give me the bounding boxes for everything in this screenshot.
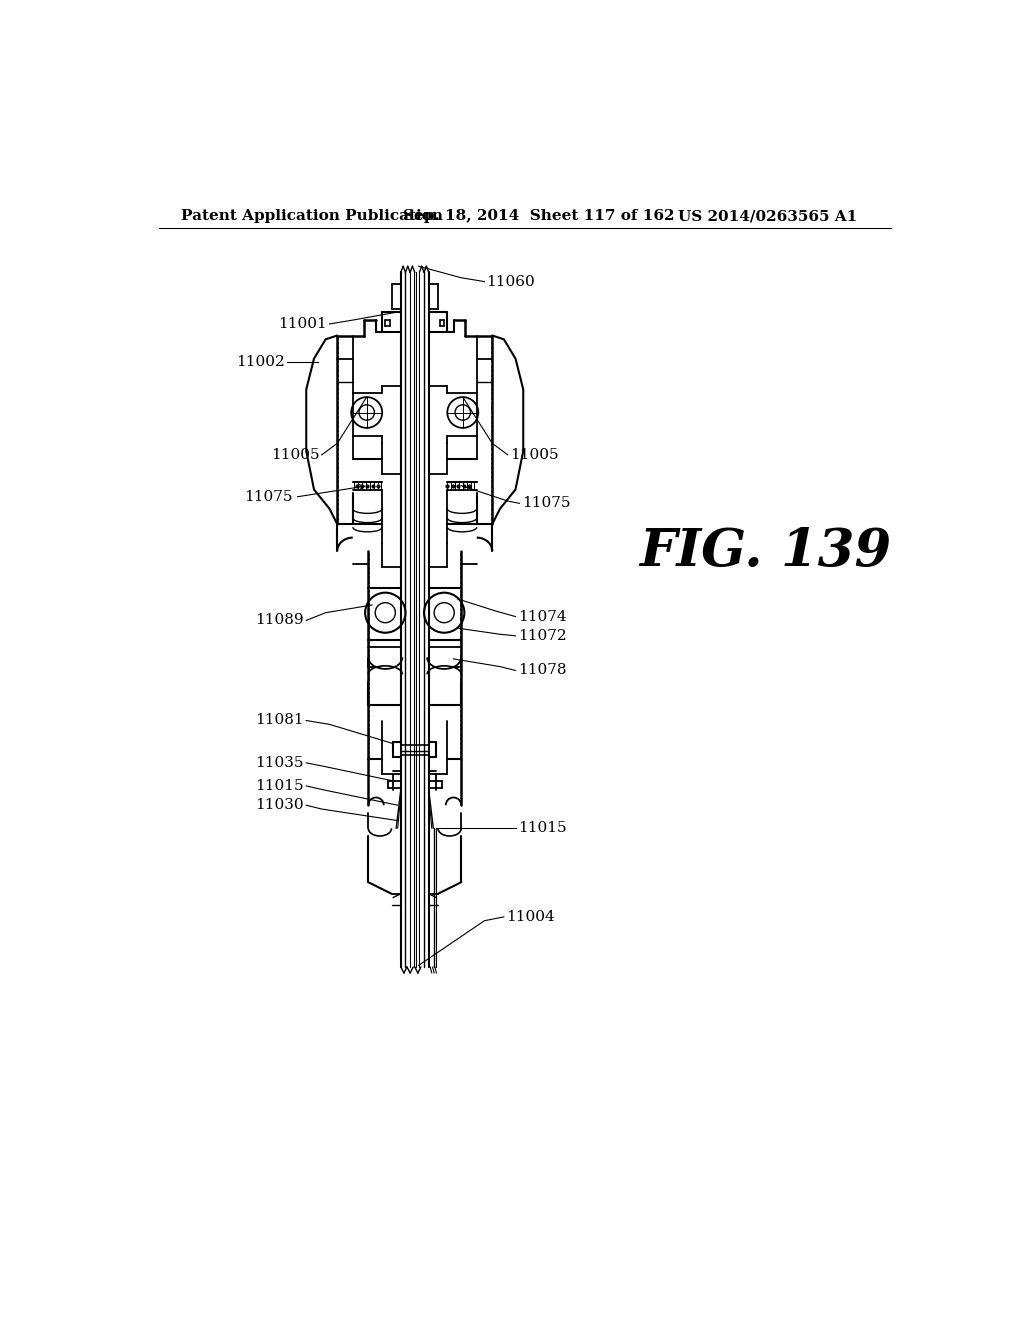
- Text: 11004: 11004: [506, 909, 555, 924]
- Text: 11060: 11060: [486, 275, 535, 289]
- Text: 11074: 11074: [518, 610, 566, 623]
- Text: 11015: 11015: [255, 779, 304, 793]
- Text: Sep. 18, 2014  Sheet 117 of 162: Sep. 18, 2014 Sheet 117 of 162: [403, 209, 675, 223]
- Text: 11002: 11002: [236, 355, 285, 370]
- Text: 11075: 11075: [521, 496, 570, 511]
- Text: 11078: 11078: [518, 664, 566, 677]
- Text: 11075: 11075: [244, 490, 292, 504]
- Text: 11005: 11005: [510, 447, 559, 462]
- Text: 11081: 11081: [255, 714, 304, 727]
- Text: US 2014/0263565 A1: US 2014/0263565 A1: [678, 209, 857, 223]
- Text: 11089: 11089: [255, 614, 304, 627]
- Text: FIG. 139: FIG. 139: [640, 525, 892, 577]
- Text: 11035: 11035: [255, 756, 304, 770]
- Text: 11030: 11030: [255, 799, 304, 812]
- Text: 11072: 11072: [518, 628, 566, 643]
- Text: 11001: 11001: [279, 317, 328, 331]
- Text: 11005: 11005: [270, 447, 319, 462]
- Text: 11015: 11015: [518, 821, 566, 836]
- Text: Patent Application Publication: Patent Application Publication: [180, 209, 442, 223]
